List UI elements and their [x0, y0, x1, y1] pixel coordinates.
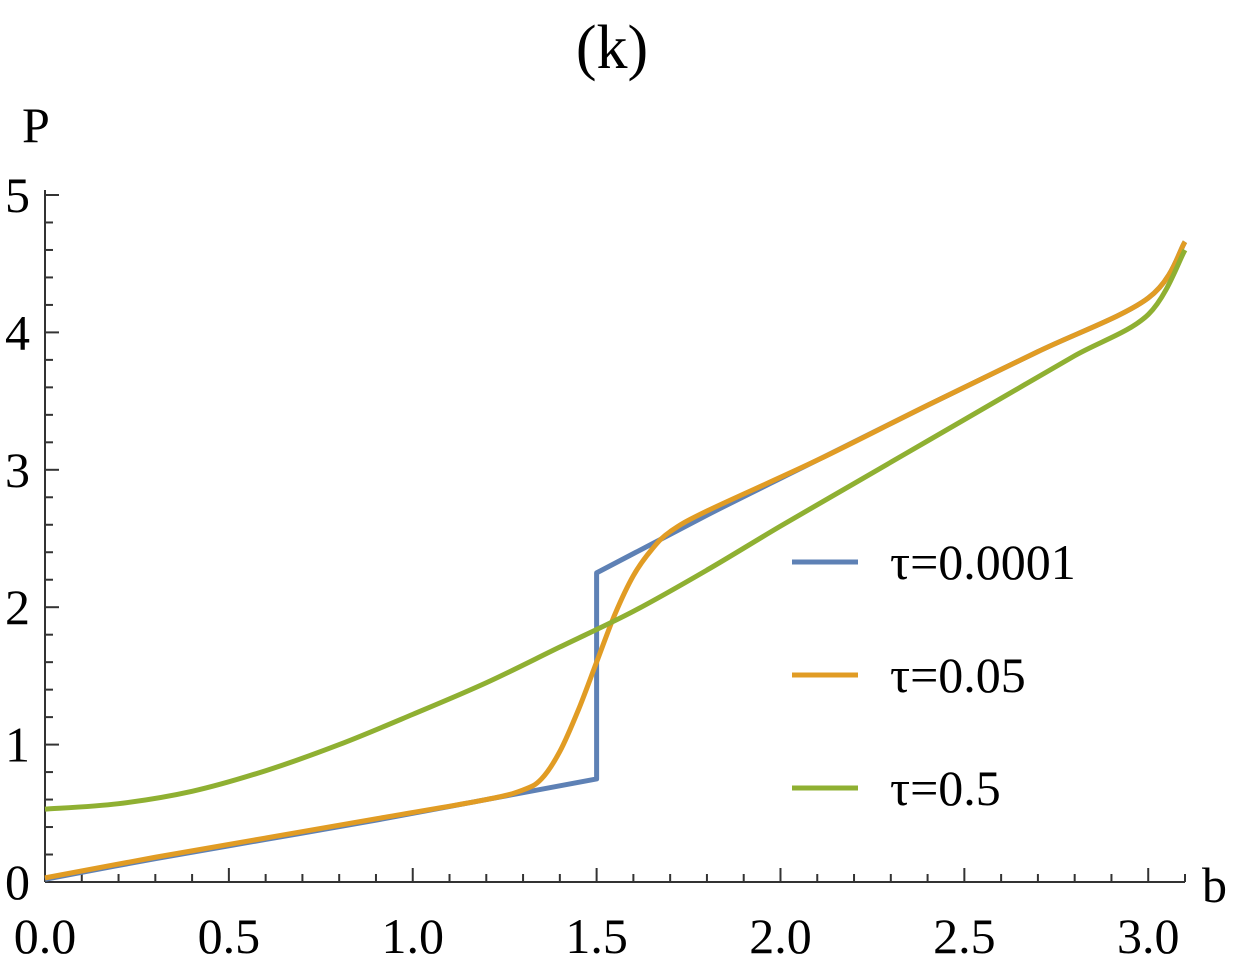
x-tick-label: 1.0: [381, 908, 444, 960]
x-tick-label: 2.5: [933, 908, 996, 960]
series-line-3: [44, 248, 1188, 812]
legend: τ=0.0001 τ=0.05 τ=0.5: [792, 534, 1076, 816]
y-tick-label: 4: [5, 304, 30, 360]
x-tick-label: 0.5: [198, 908, 261, 960]
x-tick-label: 1.5: [565, 908, 628, 960]
x-tick-label: 3.0: [1117, 908, 1180, 960]
y-tick-label: 5: [5, 167, 30, 223]
y-tick-label: 3: [5, 442, 30, 498]
y-tick-label: 1: [5, 717, 30, 773]
x-tick-label: 0.0: [14, 908, 77, 960]
legend-label-2: τ=0.05: [890, 647, 1026, 703]
legend-label-3: τ=0.5: [890, 760, 1001, 816]
y-tick-label: 0: [5, 854, 30, 910]
x-tick-label: 2.0: [749, 908, 812, 960]
y-axis-label: P: [22, 97, 50, 153]
series-lines: [44, 240, 1188, 882]
y-tick-label: 2: [5, 579, 30, 635]
axes: 0.0 0.5 1.0 1.5 2.0 2.5 3.0 0 1 2 3 4 5: [5, 167, 1186, 960]
legend-label-1: τ=0.0001: [890, 534, 1076, 590]
chart-title: (k): [576, 14, 648, 82]
x-axis-label: b: [1202, 857, 1227, 913]
